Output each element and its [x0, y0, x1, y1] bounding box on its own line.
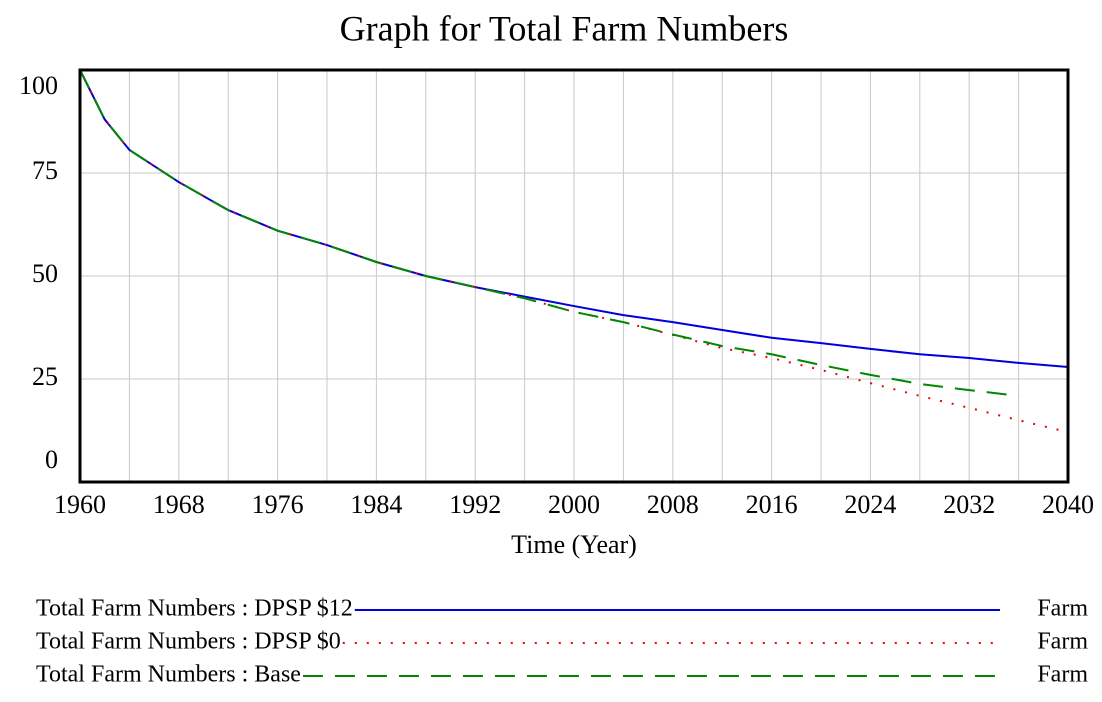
x-tick-label: 2024: [844, 490, 896, 519]
x-tick-label: 1968: [153, 490, 205, 519]
y-tick-label: 0: [45, 445, 58, 474]
legend-unit: Farm: [1037, 662, 1088, 688]
x-tick-label: 2016: [746, 490, 798, 519]
series-line: [79, 69, 1069, 434]
legend-label: Total Farm Numbers : DPSP $0: [36, 629, 341, 655]
plot-frame: [78, 68, 1070, 484]
y-tick-label: 100: [19, 71, 58, 100]
series-line: [79, 69, 1019, 397]
x-tick-label: 2040: [1042, 490, 1094, 519]
x-tick-label: 1960: [54, 490, 106, 519]
x-tick-label: 1984: [350, 490, 402, 519]
x-tick-label: 2000: [548, 490, 600, 519]
legend-label: Total Farm Numbers : DPSP $12: [36, 596, 353, 622]
x-tick-label: 1992: [449, 490, 501, 519]
x-tick-label: 2008: [647, 490, 699, 519]
chart-title: Graph for Total Farm Numbers: [340, 8, 789, 48]
legend-label: Total Farm Numbers : Base: [36, 662, 301, 688]
x-axis-label: Time (Year): [511, 530, 637, 559]
legend-unit: Farm: [1037, 629, 1088, 655]
x-tick-label: 2032: [943, 490, 995, 519]
y-tick-label: 25: [32, 362, 58, 391]
x-tick-label: 1976: [252, 490, 304, 519]
y-tick-label: 50: [32, 259, 58, 288]
legend-unit: Farm: [1037, 596, 1088, 622]
y-tick-label: 75: [32, 156, 58, 185]
